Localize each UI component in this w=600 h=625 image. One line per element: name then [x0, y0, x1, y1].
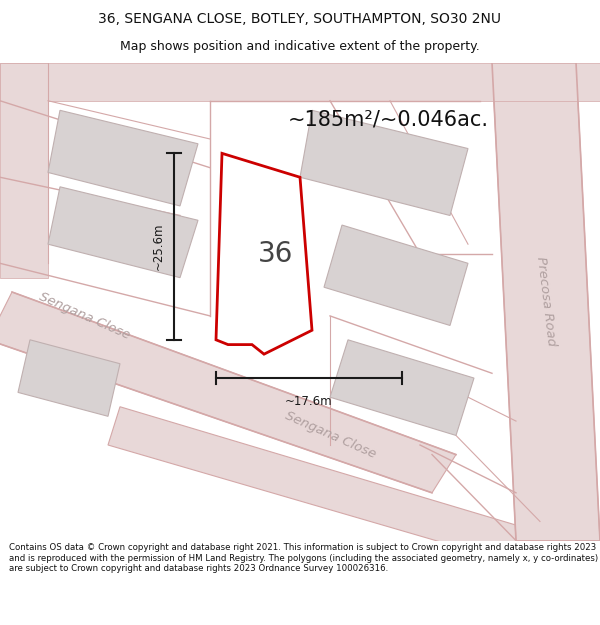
Text: ~185m²/~0.046ac.: ~185m²/~0.046ac. [288, 110, 489, 130]
Polygon shape [324, 225, 468, 326]
Text: ~25.6m: ~25.6m [152, 223, 165, 271]
Text: Sengana Close: Sengana Close [283, 409, 377, 461]
Polygon shape [48, 187, 198, 278]
Text: Map shows position and indicative extent of the property.: Map shows position and indicative extent… [120, 41, 480, 53]
Polygon shape [108, 407, 600, 589]
Text: Contains OS data © Crown copyright and database right 2021. This information is : Contains OS data © Crown copyright and d… [9, 543, 598, 573]
Polygon shape [0, 292, 456, 492]
Text: Sengana Close: Sengana Close [37, 290, 131, 342]
Text: 36: 36 [259, 240, 293, 268]
Polygon shape [0, 62, 48, 278]
Polygon shape [48, 110, 198, 206]
Text: ~17.6m: ~17.6m [285, 395, 333, 408]
Text: Precosa Road: Precosa Road [534, 256, 558, 347]
Polygon shape [18, 340, 120, 416]
Polygon shape [330, 340, 474, 436]
Text: 36, SENGANA CLOSE, BOTLEY, SOUTHAMPTON, SO30 2NU: 36, SENGANA CLOSE, BOTLEY, SOUTHAMPTON, … [98, 12, 502, 26]
Polygon shape [216, 153, 312, 354]
Polygon shape [0, 62, 600, 101]
Polygon shape [300, 110, 468, 216]
Polygon shape [492, 62, 600, 541]
